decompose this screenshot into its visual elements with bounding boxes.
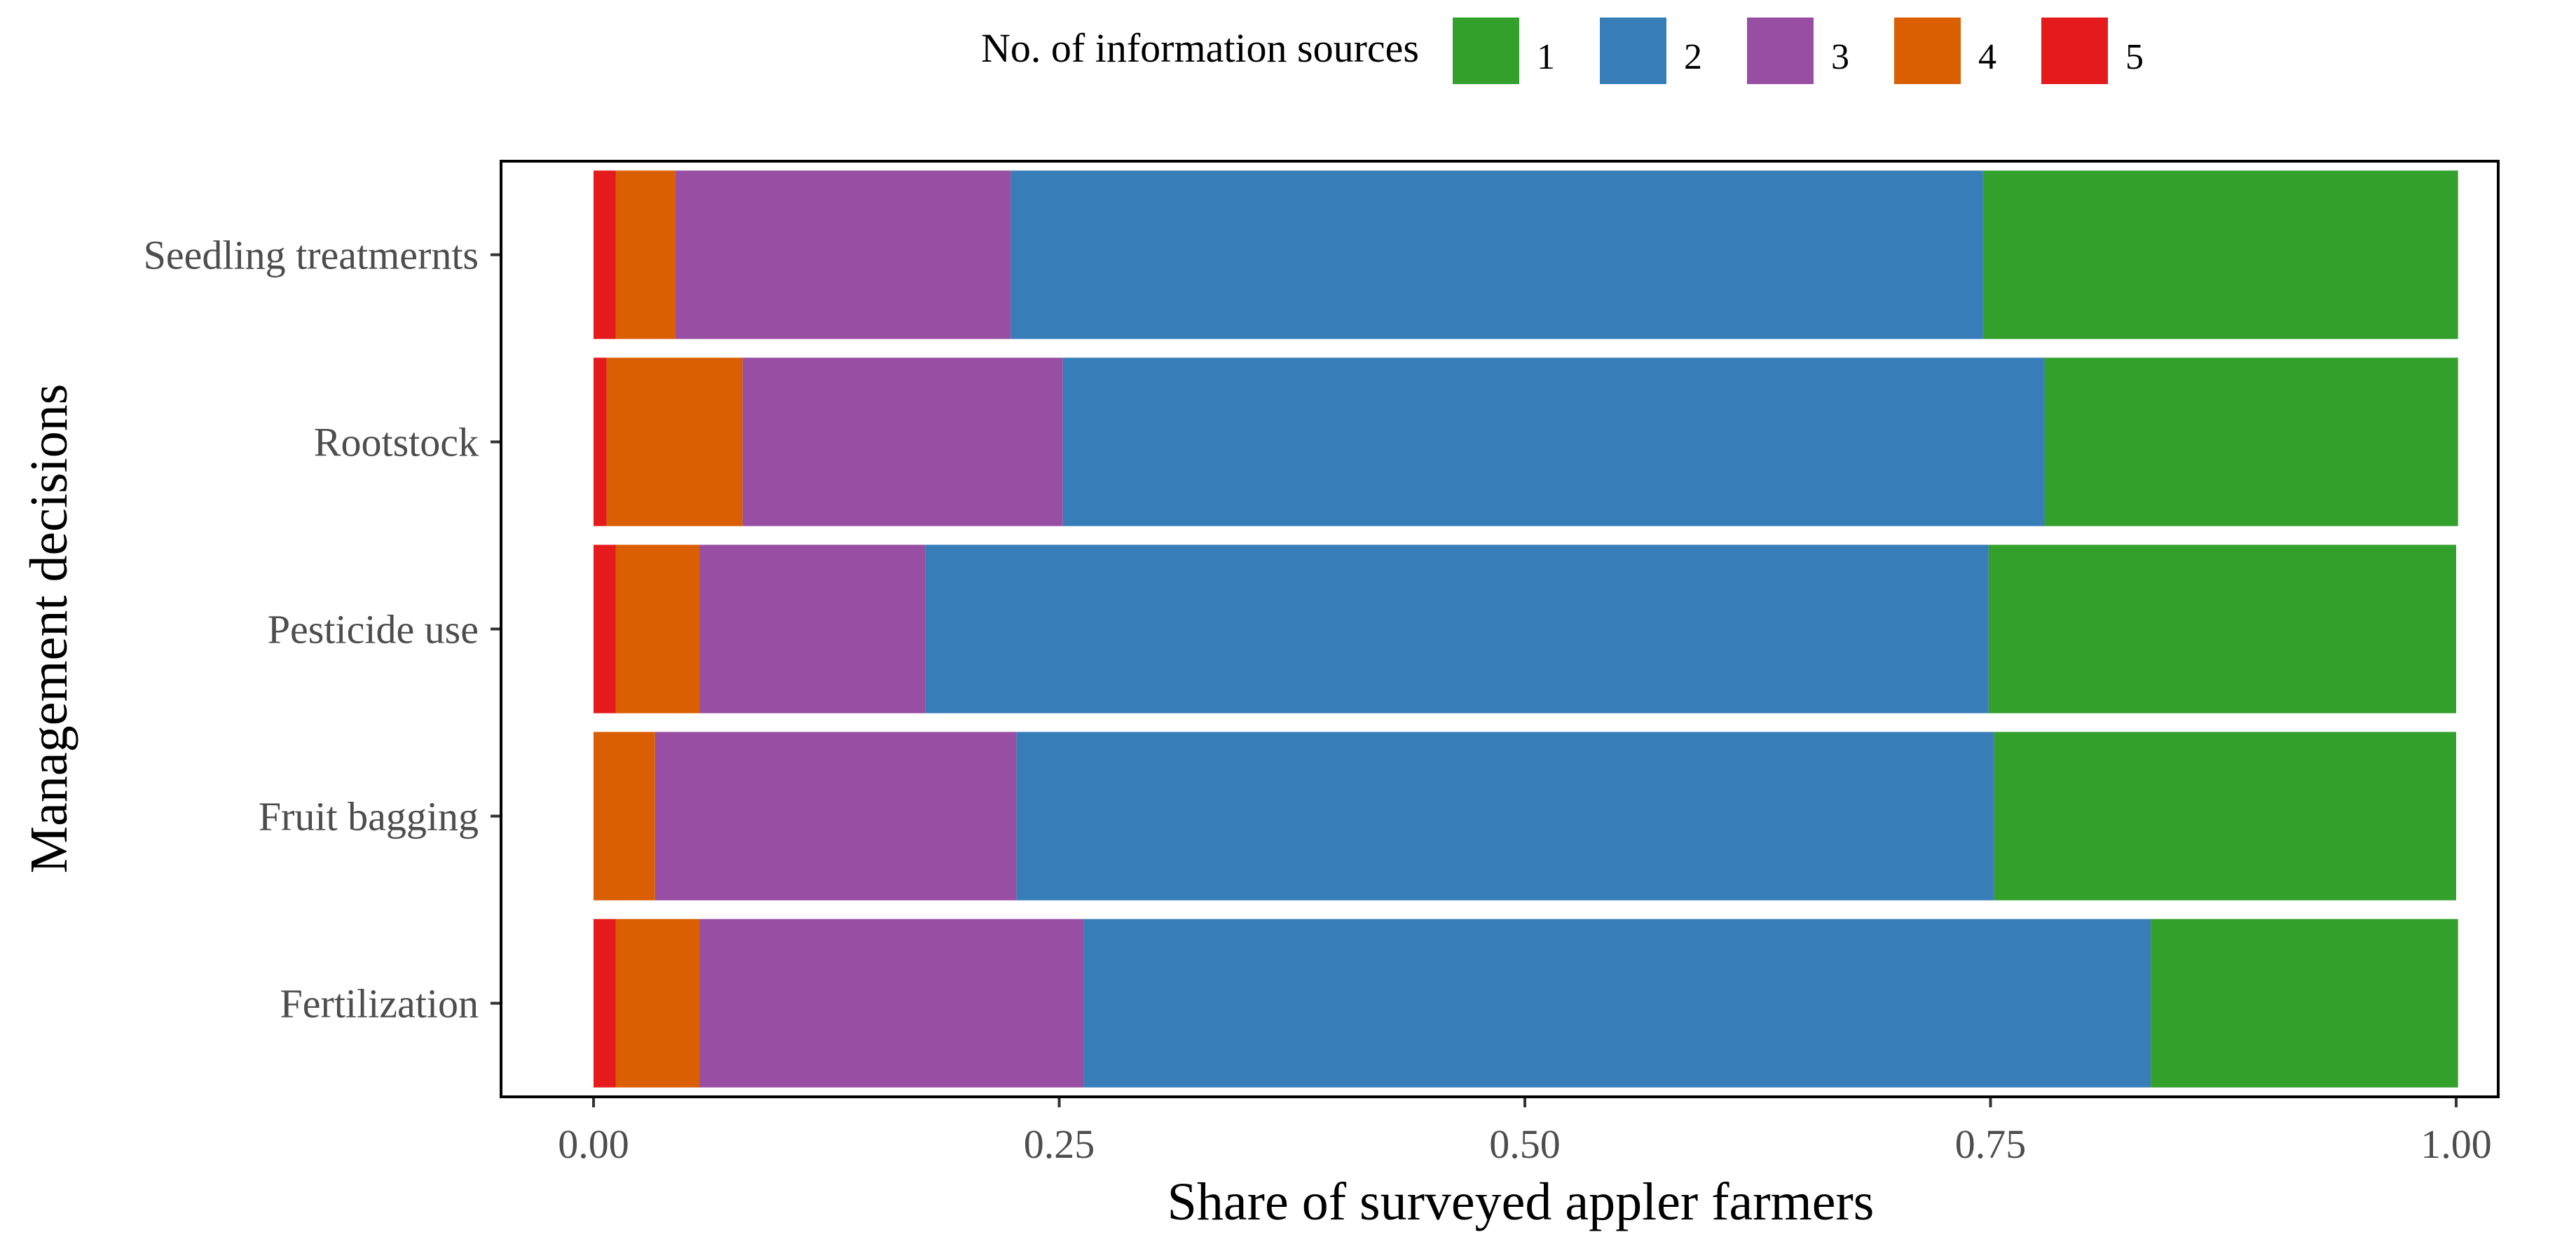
x-axis-title: Share of surveyed appler farmers <box>1167 1173 1875 1231</box>
bar-fruit-bagging-source-2 <box>1016 732 1994 901</box>
plot-panel-border <box>500 160 2500 1098</box>
legend-label-3: 3 <box>1831 37 1849 77</box>
y-tick-label-pesticide-use: Pesticide use <box>268 607 479 652</box>
bar-pesticide-use-source-5 <box>594 545 616 713</box>
x-tick-label-1-00: 1.00 <box>2420 1121 2492 1167</box>
bar-fertilization-source-3 <box>699 919 1084 1088</box>
bar-fertilization-source-4 <box>615 919 700 1088</box>
bar-pesticide-use-source-1 <box>1988 545 2456 713</box>
legend-key-2 <box>1600 18 1666 84</box>
legend-key-1 <box>1453 18 1519 84</box>
x-tick-label-0-75: 0.75 <box>1955 1121 2027 1167</box>
legend-key-4 <box>1894 18 1961 84</box>
bar-fertilization-source-2 <box>1083 919 2151 1088</box>
legend-key-3 <box>1747 18 1814 84</box>
y-axis-title: Management decisions <box>20 384 78 874</box>
bar-seedling-treatmernts-source-1 <box>1982 170 2458 339</box>
bar-rootstock-source-4 <box>606 357 743 526</box>
bar-rootstock-source-5 <box>594 357 607 526</box>
bar-seedling-treatmernts-source-5 <box>594 170 616 339</box>
x-tick-labels: 0.00 0.25 0.50 0.75 1.00 <box>558 1121 2492 1167</box>
bar-rootstock-source-2 <box>1062 357 2045 526</box>
bar-pesticide-use-source-2 <box>925 545 1989 713</box>
bar-fertilization-source-1 <box>2151 919 2458 1088</box>
bar-pesticide-use-source-4 <box>615 545 700 713</box>
y-ticks <box>491 253 501 1005</box>
bar-seedling-treatmernts-source-4 <box>615 170 676 339</box>
x-tick-label-0-00: 0.00 <box>558 1121 629 1167</box>
x-tick-label-0-25: 0.25 <box>1024 1121 1095 1167</box>
y-tick-labels: Seedling treatmernts Rootstock Pesticide u… <box>144 233 479 1027</box>
legend-label-4: 4 <box>1978 37 1996 77</box>
bar-pesticide-use-source-3 <box>699 545 926 713</box>
y-tick-label-seedling-treatmernts: Seedling treatmernts <box>144 233 479 278</box>
x-ticks <box>592 1097 2458 1107</box>
bar-seedling-treatmernts-source-2 <box>1010 170 1983 339</box>
y-tick-label-rootstock: Rootstock <box>314 420 479 465</box>
y-tick-label-fertilization: Fertilization <box>280 981 479 1027</box>
legend: No. of information sources 1 2 3 4 5 <box>981 18 2144 84</box>
y-tick-label-fruit-bagging: Fruit bagging <box>259 794 479 840</box>
bar-seedling-treatmernts-source-3 <box>675 170 1011 339</box>
legend-label-2: 2 <box>1684 37 1702 77</box>
bar-fruit-bagging-source-4 <box>594 732 655 901</box>
legend-key-5 <box>2041 18 2108 84</box>
bar-rootstock-source-3 <box>742 357 1063 526</box>
bar-rootstock-source-1 <box>2044 357 2458 526</box>
x-tick-label-0-50: 0.50 <box>1489 1121 1561 1167</box>
bar-fruit-bagging-source-3 <box>655 732 1017 901</box>
legend-label-1: 1 <box>1537 37 1555 77</box>
bars <box>594 170 2458 1088</box>
legend-title: No. of information sources <box>981 25 1419 71</box>
bar-fertilization-source-5 <box>594 919 616 1088</box>
bar-fruit-bagging-source-1 <box>1994 732 2456 901</box>
legend-label-5: 5 <box>2125 37 2144 77</box>
